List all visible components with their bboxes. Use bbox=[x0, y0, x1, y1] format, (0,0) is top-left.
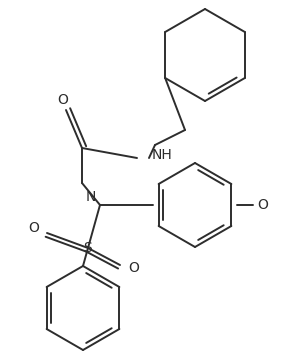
Text: O: O bbox=[58, 93, 68, 107]
Text: O: O bbox=[28, 221, 39, 235]
Text: NH: NH bbox=[152, 148, 173, 162]
Text: N: N bbox=[86, 190, 96, 204]
Text: O: O bbox=[128, 261, 139, 275]
Text: O: O bbox=[257, 198, 268, 212]
Text: S: S bbox=[84, 241, 92, 255]
